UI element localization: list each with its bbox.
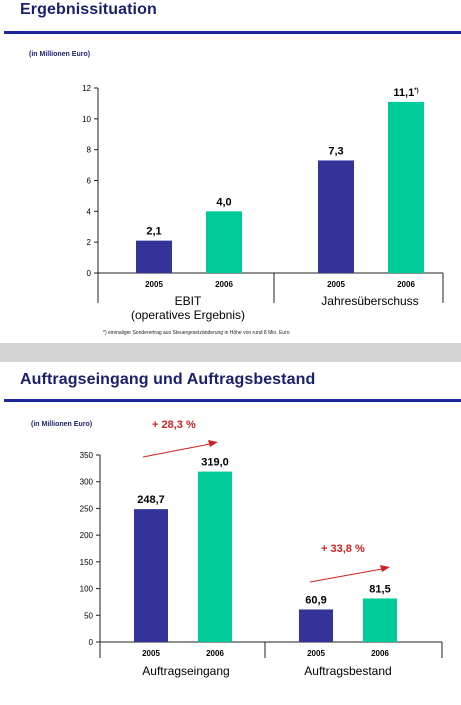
unit-note: (in Millionen Euro) bbox=[29, 51, 91, 58]
growth-label: + 33,8 % bbox=[321, 543, 365, 555]
data-label: 81,5 bbox=[369, 583, 390, 595]
y-tick-label: 6 bbox=[87, 177, 92, 186]
bar-2006 bbox=[198, 471, 232, 642]
y-tick-label: 4 bbox=[87, 207, 92, 216]
data-label: 2,1 bbox=[146, 226, 161, 238]
x-tick-label: 2006 bbox=[206, 649, 224, 658]
category-label: Auftragsbestand bbox=[304, 664, 391, 678]
data-label: 11,1*) bbox=[393, 87, 418, 99]
growth-arrowhead bbox=[380, 565, 390, 572]
x-tick-label: 2005 bbox=[307, 649, 325, 658]
x-tick-label: 2006 bbox=[371, 649, 389, 658]
unit-note: (in Millionen Euro) bbox=[31, 421, 93, 428]
slide-separator bbox=[0, 343, 461, 362]
y-tick-label: 350 bbox=[80, 451, 94, 460]
growth-arrow bbox=[142, 443, 211, 458]
category-label: Auftragseingang bbox=[142, 664, 229, 678]
bar-2006 bbox=[388, 101, 424, 273]
bar-2005 bbox=[134, 509, 168, 642]
data-label: 319,0 bbox=[201, 457, 229, 469]
orders-chart: 0 50 100 150 200 250 300 350 248,7 2005 319,0 2006 A… bbox=[80, 440, 443, 678]
y-tick-label: 0 bbox=[87, 269, 92, 278]
ebit-chart: 0 2 4 6 8 10 12 2,1 2005 4,0 2006 EBIT(operatives E… bbox=[82, 84, 444, 322]
slide-title: Auftragseingang und Auftragsbestand bbox=[20, 371, 316, 388]
y-tick-label: 12 bbox=[82, 84, 91, 93]
bar-2006 bbox=[206, 211, 242, 273]
y-tick-label: 200 bbox=[80, 531, 94, 540]
data-label: 248,7 bbox=[137, 494, 165, 506]
growth-arrow bbox=[309, 568, 383, 583]
category-label: (operatives Ergebnis) bbox=[131, 308, 245, 322]
data-label: 4,0 bbox=[216, 196, 231, 208]
y-tick-label: 150 bbox=[80, 558, 94, 567]
slide-ergebnissituation: Ergebnissituation (in Millionen Euro) 0 2… bbox=[0, 0, 461, 343]
y-tick-label: 10 bbox=[82, 115, 91, 124]
y-tick-label: 2 bbox=[87, 238, 92, 247]
x-tick-label: 2006 bbox=[215, 280, 233, 289]
slide-auftragseingang: Auftragseingang und Auftragsbestand (in … bbox=[0, 362, 461, 705]
category-label: Jahresüberschuss bbox=[321, 294, 418, 308]
y-tick-label: 250 bbox=[80, 504, 94, 513]
bar-2005 bbox=[318, 160, 354, 273]
x-tick-label: 2006 bbox=[397, 280, 415, 289]
y-tick-label: 50 bbox=[84, 611, 93, 620]
y-tick-label: 8 bbox=[87, 146, 92, 155]
data-label: 60,9 bbox=[305, 594, 326, 606]
y-tick-label: 0 bbox=[89, 638, 94, 647]
growth-label: + 28,3 % bbox=[152, 419, 196, 431]
growth-arrowhead bbox=[208, 440, 218, 447]
title-rule bbox=[4, 31, 461, 34]
x-tick-label: 2005 bbox=[327, 280, 345, 289]
footnote: *) einmaliger Sonderertrag aus Steuerges… bbox=[103, 330, 290, 336]
x-tick-label: 2005 bbox=[145, 280, 163, 289]
y-tick-label: 300 bbox=[80, 478, 94, 487]
y-tick-label: 100 bbox=[80, 585, 94, 594]
title-rule bbox=[4, 399, 461, 402]
bar-2006 bbox=[363, 598, 397, 642]
slide-title: Ergebnissituation bbox=[20, 1, 157, 18]
data-label: 7,3 bbox=[328, 145, 343, 157]
bar-2005 bbox=[136, 240, 172, 273]
category-label: EBIT bbox=[175, 294, 202, 308]
bar-2005 bbox=[299, 609, 333, 642]
x-tick-label: 2005 bbox=[142, 649, 160, 658]
